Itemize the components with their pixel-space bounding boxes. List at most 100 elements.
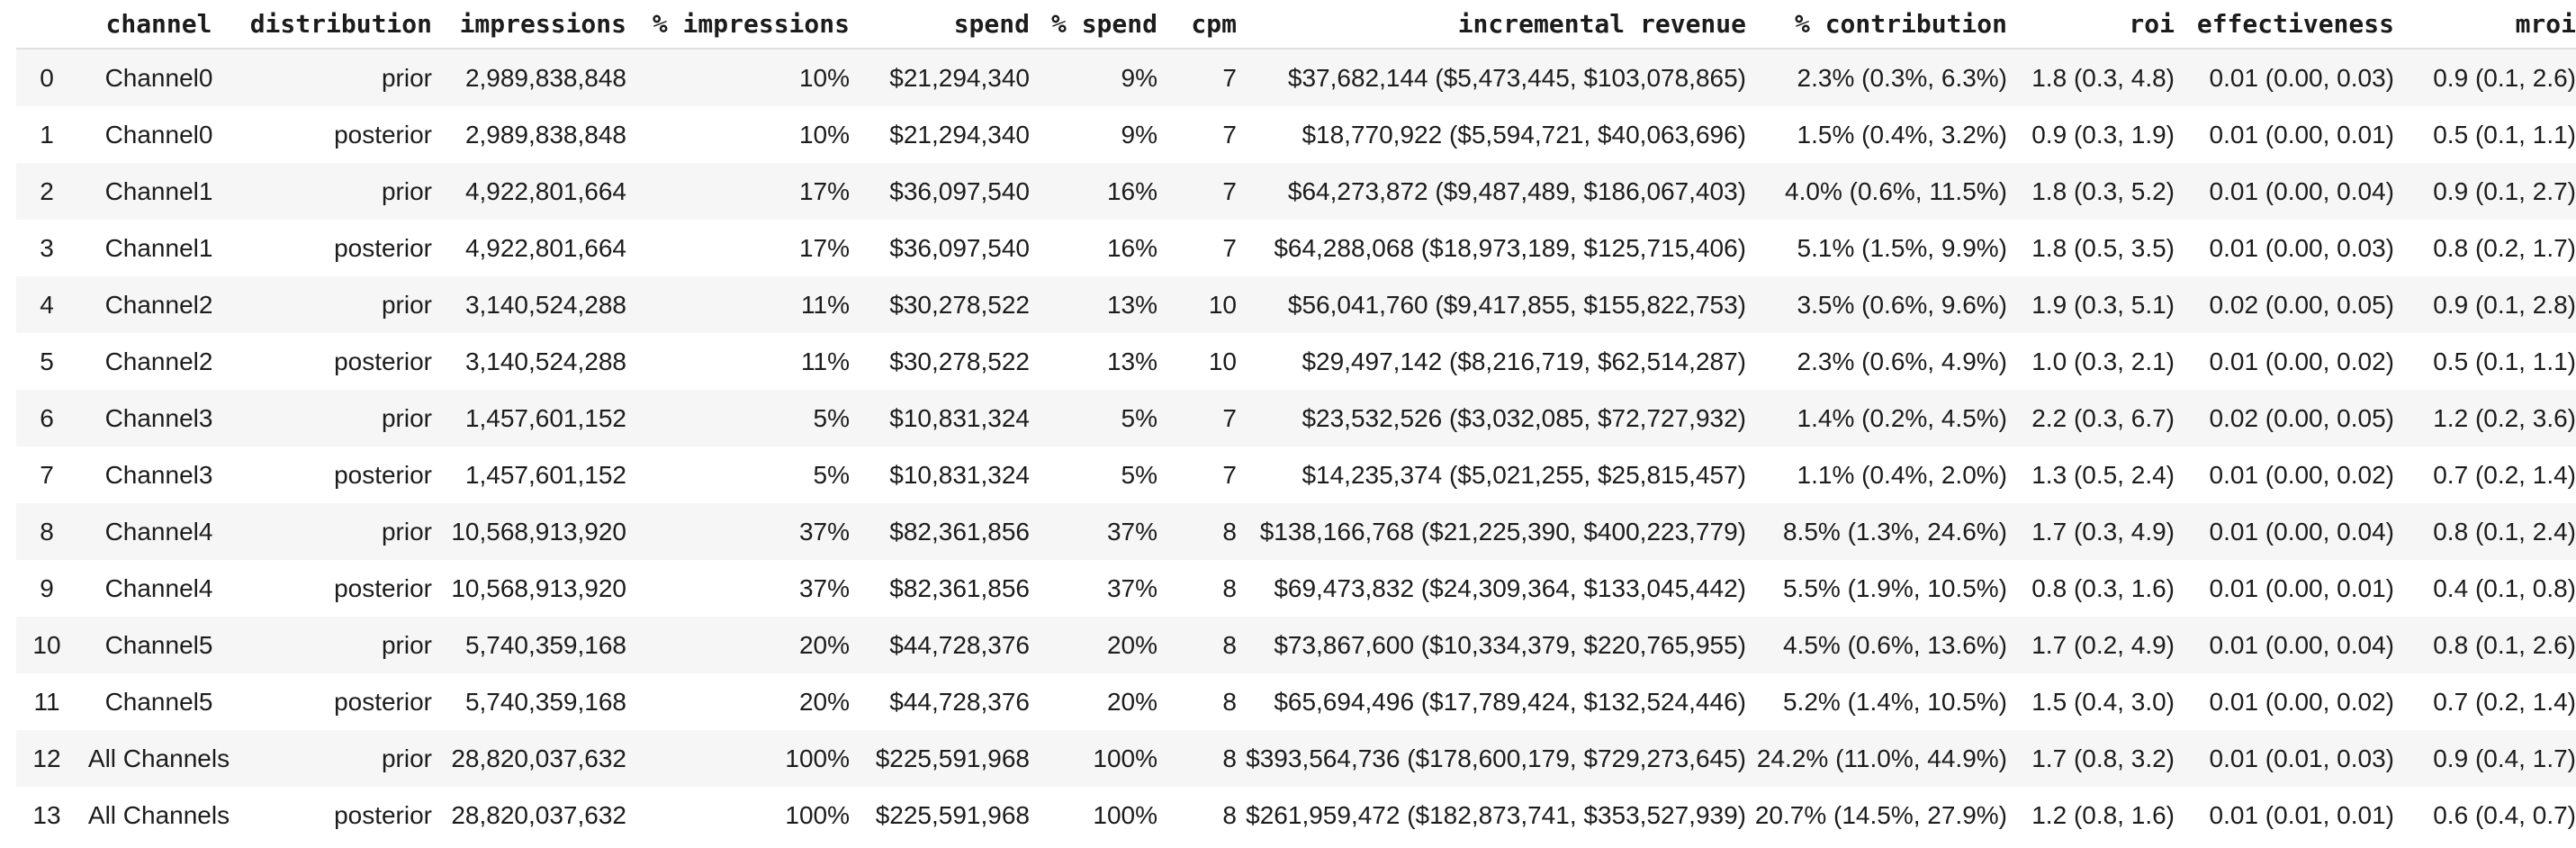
- row-index: 4: [40, 290, 54, 319]
- cell-roi: 1.9 (0.3, 5.1): [2031, 290, 2175, 319]
- cell-pct-spend: 16%: [1106, 176, 1157, 205]
- cell-pct-spend: 9%: [1121, 63, 1157, 92]
- cell-roi: 1.8 (0.3, 5.2): [2031, 176, 2175, 205]
- row-index: 2: [40, 176, 54, 205]
- table-row: 1 Channel0 posterior 2,989,838,848 10% $21,29…: [16, 106, 2576, 163]
- cell-incremental-revenue: $69,473,832 ($24,309,364, $133,045,442): [1274, 573, 1746, 602]
- cell-impressions: 10,568,913,920: [451, 517, 626, 546]
- cell-pct-impressions: 11%: [801, 290, 850, 319]
- table-row: 3 Channel1 posterior 4,922,801,664 17% $36,09…: [16, 220, 2576, 276]
- cell-roi: 1.8 (0.3, 4.8): [2031, 63, 2175, 92]
- cell-impressions: 28,820,037,632: [451, 744, 626, 772]
- table-row: 8 Channel4 prior 10,568,913,920 37% $82,361,8…: [16, 503, 2576, 560]
- cell-channel: All Channels: [87, 744, 230, 772]
- cell-pct-impressions: 5%: [813, 460, 850, 489]
- cell-roi: 2.2 (0.3, 6.7): [2031, 403, 2175, 432]
- cell-spend: $82,361,856: [889, 573, 1030, 602]
- cell-incremental-revenue: $14,235,374 ($5,021,255, $25,815,457): [1302, 460, 1746, 489]
- cell-pct-impressions: 17%: [798, 233, 850, 262]
- cell-incremental-revenue: $261,959,472 ($182,873,741, $353,527,939…: [1246, 800, 1746, 829]
- cell-effectiveness: 0.01 (0.00, 0.04): [2209, 630, 2394, 659]
- cell-channel: Channel0: [104, 120, 213, 149]
- cell-spend: $21,294,340: [889, 63, 1030, 92]
- cell-spend: $30,278,522: [889, 290, 1030, 319]
- cell-distribution: posterior: [334, 687, 432, 716]
- cell-mroi: 0.7 (0.2, 1.4): [2433, 687, 2576, 716]
- column-header-impressions: impressions: [432, 0, 626, 50]
- cell-incremental-revenue: $29,497,142 ($8,216,719, $62,514,287): [1302, 347, 1746, 375]
- cell-mroi: 0.9 (0.1, 2.6): [2433, 63, 2576, 92]
- cell-impressions: 1,457,601,152: [464, 403, 626, 432]
- cell-mroi: 0.6 (0.4, 0.7): [2433, 800, 2576, 829]
- cell-pct-impressions: 5%: [813, 403, 850, 432]
- table-row: 11 Channel5 posterior 5,740,359,168 20% $44,7…: [16, 673, 2576, 730]
- cell-incremental-revenue: $65,694,496 ($17,789,424, $132,524,446): [1274, 687, 1746, 716]
- cell-spend: $36,097,540: [889, 176, 1030, 205]
- cell-channel: Channel2: [104, 347, 213, 375]
- cell-impressions: 4,922,801,664: [464, 233, 626, 262]
- cell-cpm: 7: [1222, 460, 1237, 489]
- cell-pct-spend: 13%: [1106, 347, 1157, 375]
- cell-cpm: 7: [1222, 403, 1237, 432]
- cell-pct-spend: 20%: [1106, 687, 1157, 716]
- cell-distribution: posterior: [334, 573, 432, 602]
- column-header-effectiveness: effectiveness: [2175, 0, 2394, 50]
- cell-pct-contribution: 5.5% (1.9%, 10.5%): [1782, 573, 2007, 602]
- cell-mroi: 0.5 (0.1, 1.1): [2433, 120, 2576, 149]
- cell-pct-contribution: 1.1% (0.4%, 2.0%): [1797, 460, 2007, 489]
- table-row: 0 Channel0 prior 2,989,838,848 10% $21,294,34…: [16, 49, 2576, 106]
- cell-incremental-revenue: $393,564,736 ($178,600,179, $729,273,645…: [1246, 744, 1746, 772]
- row-index: 1: [40, 120, 54, 149]
- cell-incremental-revenue: $37,682,144 ($5,473,445, $103,078,865): [1287, 63, 1746, 92]
- cell-impressions: 2,989,838,848: [464, 120, 626, 149]
- table-row: 10 Channel5 prior 5,740,359,168 20% $44,728,3…: [16, 617, 2576, 673]
- cell-effectiveness: 0.01 (0.00, 0.02): [2209, 347, 2394, 375]
- cell-pct-spend: 100%: [1093, 744, 1157, 772]
- cell-effectiveness: 0.01 (0.00, 0.03): [2209, 233, 2394, 262]
- cell-channel: Channel1: [104, 233, 213, 262]
- cell-incremental-revenue: $73,867,600 ($10,334,379, $220,765,955): [1274, 630, 1746, 659]
- cell-mroi: 0.8 (0.1, 2.4): [2433, 517, 2576, 546]
- cell-pct-contribution: 24.2% (11.0%, 44.9%): [1756, 744, 2007, 772]
- cell-channel: All Channels: [87, 800, 230, 829]
- cell-spend: $44,728,376: [889, 687, 1030, 716]
- cell-incremental-revenue: $18,770,922 ($5,594,721, $40,063,696): [1302, 120, 1746, 149]
- cell-distribution: posterior: [334, 233, 432, 262]
- cell-pct-spend: 16%: [1106, 233, 1157, 262]
- cell-incremental-revenue: $23,532,526 ($3,032,085, $72,727,932): [1302, 403, 1746, 432]
- cell-distribution: posterior: [334, 120, 432, 149]
- column-header-roi: roi: [2007, 0, 2175, 50]
- cell-pct-impressions: 100%: [785, 800, 850, 829]
- cell-distribution: posterior: [334, 460, 432, 489]
- row-index: 5: [40, 347, 54, 375]
- cell-pct-spend: 37%: [1106, 517, 1157, 546]
- table-row: 12 All Channels prior 28,820,037,632 100% $22…: [16, 730, 2576, 787]
- cell-distribution: prior: [381, 176, 432, 205]
- cell-channel: Channel4: [104, 517, 213, 546]
- cell-channel: Channel1: [104, 176, 213, 205]
- cell-pct-contribution: 4.5% (0.6%, 13.6%): [1782, 630, 2007, 659]
- cell-pct-impressions: 20%: [798, 687, 850, 716]
- cell-spend: $225,591,968: [875, 800, 1030, 829]
- table-row: 5 Channel2 posterior 3,140,524,288 11% $30,27…: [16, 333, 2576, 390]
- cell-cpm: 10: [1208, 290, 1237, 319]
- cell-pct-contribution: 4.0% (0.6%, 11.5%): [1785, 176, 2007, 205]
- cell-cpm: 8: [1222, 517, 1237, 546]
- cell-spend: $36,097,540: [889, 233, 1030, 262]
- cell-mroi: 0.9 (0.1, 2.7): [2433, 176, 2576, 205]
- cell-channel: Channel5: [104, 687, 213, 716]
- cell-roi: 0.8 (0.3, 1.6): [2031, 573, 2175, 602]
- cell-pct-impressions: 10%: [798, 63, 850, 92]
- row-index: 12: [32, 744, 61, 772]
- cell-pct-spend: 13%: [1106, 290, 1157, 319]
- cell-pct-impressions: 100%: [785, 744, 850, 772]
- cell-pct-spend: 5%: [1121, 403, 1157, 432]
- cell-incremental-revenue: $64,288,068 ($18,973,189, $125,715,406): [1274, 233, 1746, 262]
- cell-effectiveness: 0.01 (0.01, 0.01): [2209, 800, 2394, 829]
- table-row: 4 Channel2 prior 3,140,524,288 11% $30,278,52…: [16, 276, 2576, 333]
- table-row: 6 Channel3 prior 1,457,601,152 5% $10,831,324…: [16, 390, 2576, 447]
- cell-incremental-revenue: $64,273,872 ($9,487,489, $186,067,403): [1287, 176, 1746, 205]
- column-header-pct-spend: % spend: [1030, 0, 1157, 50]
- row-index: 10: [32, 630, 61, 659]
- cell-impressions: 3,140,524,288: [464, 347, 626, 375]
